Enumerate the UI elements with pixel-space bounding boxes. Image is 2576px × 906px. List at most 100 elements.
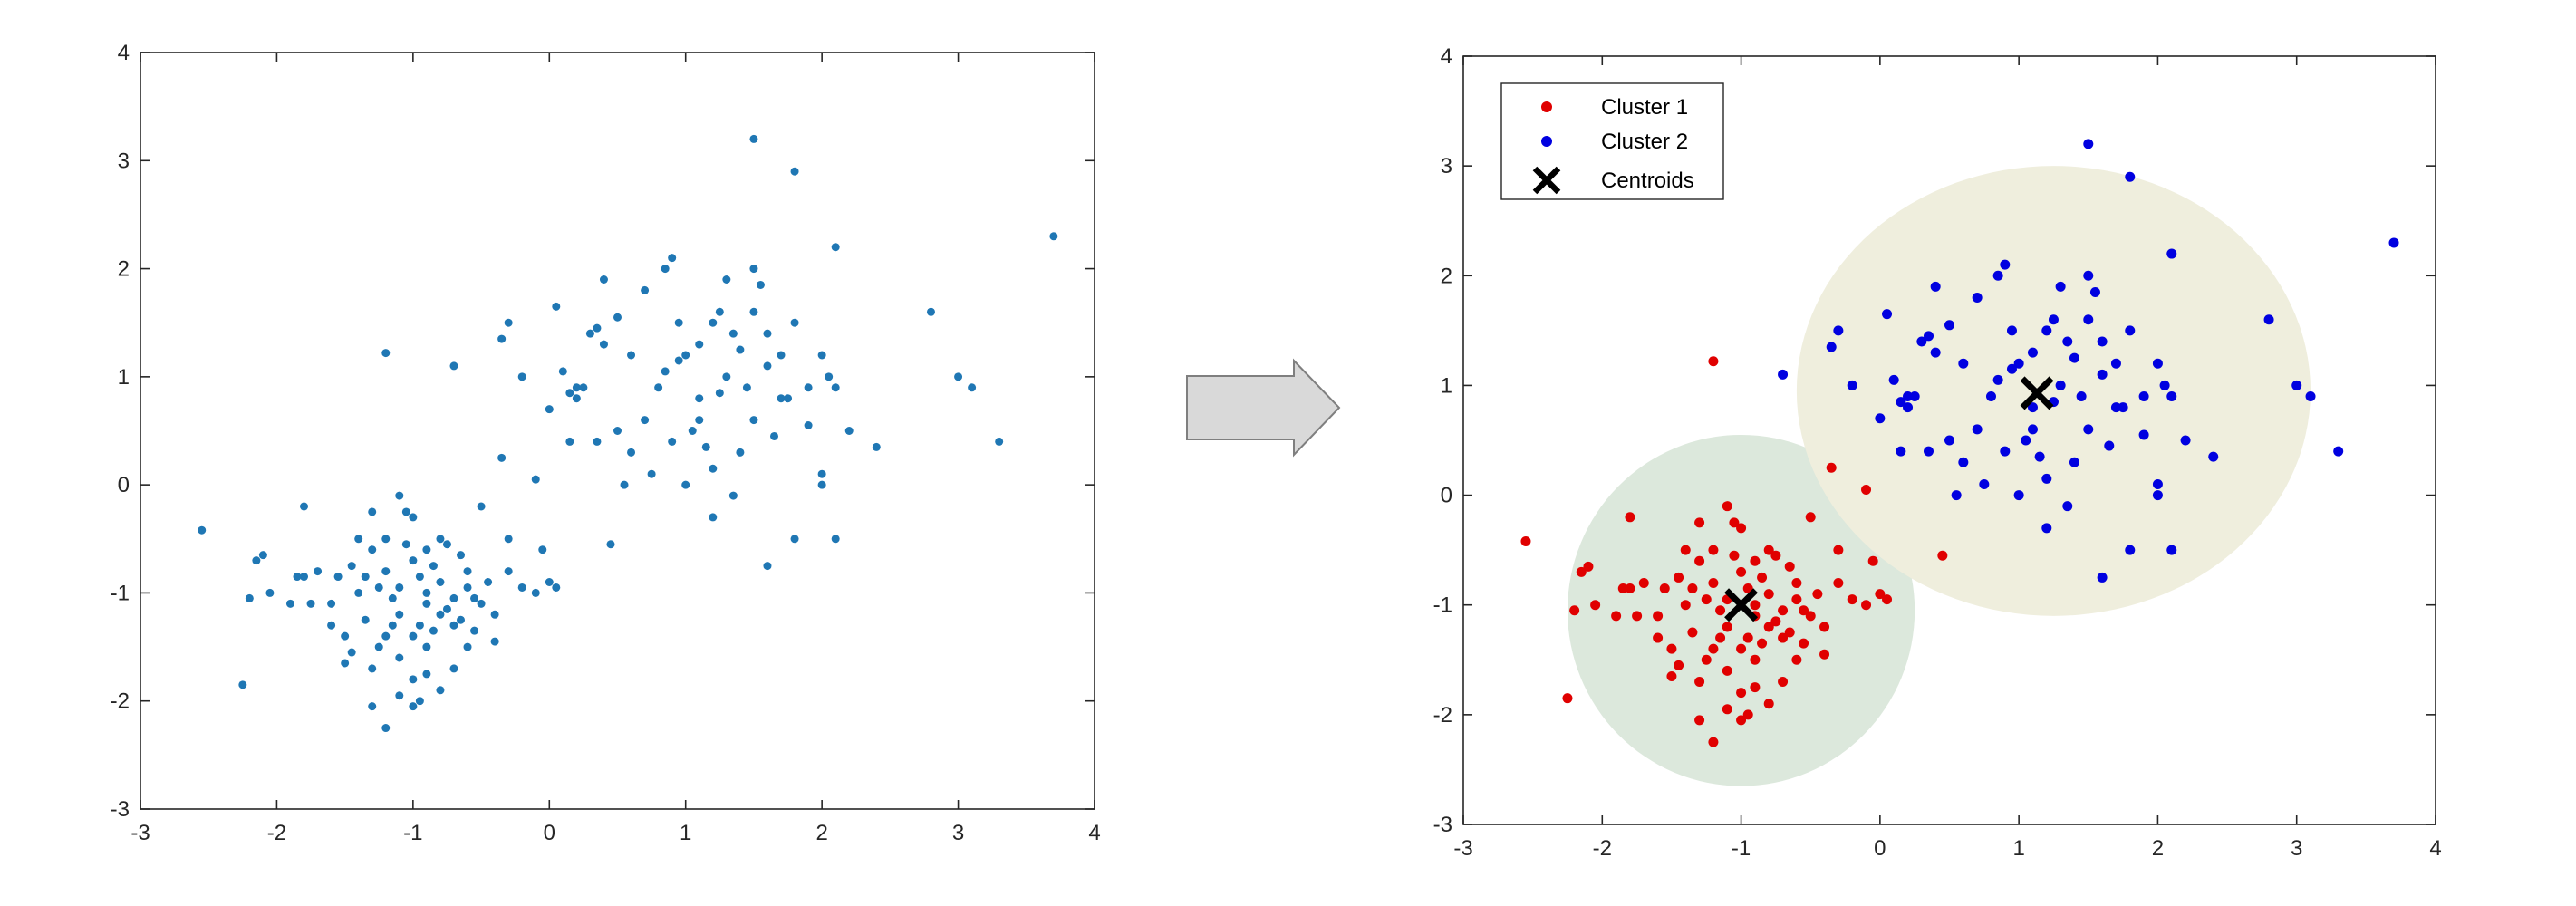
cluster-1-point — [1694, 715, 1705, 726]
legend: Cluster 1 Cluster 2 Centroids — [1500, 82, 1724, 200]
data-point — [490, 637, 499, 646]
data-point — [442, 604, 451, 613]
cluster-2-point — [2125, 171, 2136, 182]
x-tick-label: 1 — [680, 821, 691, 845]
y-tick-label: 3 — [1441, 154, 1452, 178]
data-point — [347, 648, 356, 657]
data-point — [831, 535, 840, 544]
cluster-1-point — [1861, 600, 1872, 611]
data-point — [777, 351, 786, 360]
data-point — [381, 724, 391, 733]
cluster-1-point — [1763, 622, 1774, 632]
cluster-2-point — [2076, 391, 2087, 402]
cluster-1-point — [1867, 555, 1878, 566]
data-point — [749, 416, 758, 425]
cluster-2-point — [1979, 478, 1990, 489]
data-point — [531, 588, 540, 597]
data-point — [552, 583, 561, 592]
cluster-2-point — [2041, 473, 2052, 484]
data-point — [681, 351, 690, 360]
cluster-1-point — [1653, 611, 1664, 622]
data-point — [198, 525, 207, 535]
cluster-1-point — [1590, 600, 1601, 611]
cluster-2-point — [2013, 490, 2024, 501]
cluster-2-point — [2180, 435, 2191, 446]
data-point — [817, 469, 826, 478]
legend-label-centroids: Centroids — [1601, 169, 1694, 193]
data-point — [422, 670, 431, 679]
cluster-1-point — [1729, 517, 1740, 528]
cluster-1-point — [1742, 632, 1753, 643]
cluster-2-point — [2027, 402, 2038, 413]
cluster-1-point — [1694, 517, 1705, 528]
data-point — [517, 372, 526, 381]
legend-marker-cluster-1 — [1541, 101, 1552, 112]
cluster-2-point — [2021, 435, 2031, 446]
cluster-1-point — [1520, 535, 1531, 546]
x-tick-label: 4 — [2429, 836, 2441, 861]
cluster-1-point — [1847, 594, 1857, 605]
data-point — [736, 345, 745, 354]
cluster-2-point — [2138, 429, 2149, 440]
cluster-1-point — [1812, 589, 1823, 600]
data-point — [695, 394, 704, 403]
data-point — [565, 437, 574, 446]
data-point — [844, 427, 854, 435]
data-point — [463, 642, 472, 651]
data-point — [599, 340, 608, 349]
cluster-2-point — [2159, 380, 2170, 390]
cluster-1-point — [1666, 670, 1677, 681]
data-point — [409, 513, 418, 522]
data-point — [463, 583, 472, 592]
data-point — [354, 535, 363, 544]
data-point — [368, 545, 377, 554]
data-point — [579, 383, 588, 392]
raw-data-scatter-chart: -3 -2 -1 0 1 2 3 4 -3 -2 -1 0 1 2 3 4 — [111, 41, 1101, 845]
data-point — [333, 573, 343, 582]
cluster-2-point — [1944, 320, 1954, 331]
data-point — [314, 567, 323, 576]
data-point — [347, 562, 356, 571]
data-point — [572, 394, 581, 403]
data-point — [872, 442, 881, 451]
cluster-1-point — [1819, 649, 1830, 660]
data-point — [538, 545, 547, 554]
cluster-1-point — [1757, 572, 1768, 583]
data-point — [715, 389, 724, 398]
cluster-1-point — [1736, 643, 1747, 654]
cluster-2-point — [1847, 380, 1857, 390]
data-point — [504, 535, 513, 544]
y-tick-label: 1 — [118, 365, 130, 390]
cluster-2-point — [2097, 369, 2108, 380]
cluster-2-point — [1916, 336, 1927, 347]
data-point — [688, 427, 697, 435]
data-point — [817, 480, 826, 489]
data-point — [668, 254, 677, 263]
data-point — [825, 372, 834, 381]
cluster-2-point — [1992, 270, 2003, 281]
cluster-1-point — [1715, 632, 1726, 643]
data-point — [749, 307, 758, 316]
cluster-2-point — [2104, 440, 2115, 451]
cluster-2-point — [2083, 314, 2094, 325]
cluster-2-point — [1930, 281, 1941, 292]
data-point — [790, 318, 799, 327]
cluster-2-point — [2097, 336, 2108, 347]
data-point — [497, 453, 507, 462]
data-point — [606, 540, 615, 549]
cluster-1-point — [1632, 611, 1643, 622]
cluster-2-point — [1992, 374, 2003, 385]
cluster-2-point — [2000, 446, 2011, 457]
cluster-1-point — [1750, 654, 1761, 665]
cluster-1-point — [1819, 622, 1830, 632]
data-point — [674, 356, 683, 365]
data-point — [565, 389, 574, 398]
data-point — [258, 551, 267, 560]
cluster-1-point — [1826, 462, 1837, 473]
cluster-1-point — [1659, 583, 1670, 594]
data-point — [449, 361, 458, 371]
data-point — [436, 535, 445, 544]
data-point — [728, 491, 738, 500]
y-tick-label: -2 — [1433, 703, 1452, 728]
data-point — [593, 323, 602, 333]
